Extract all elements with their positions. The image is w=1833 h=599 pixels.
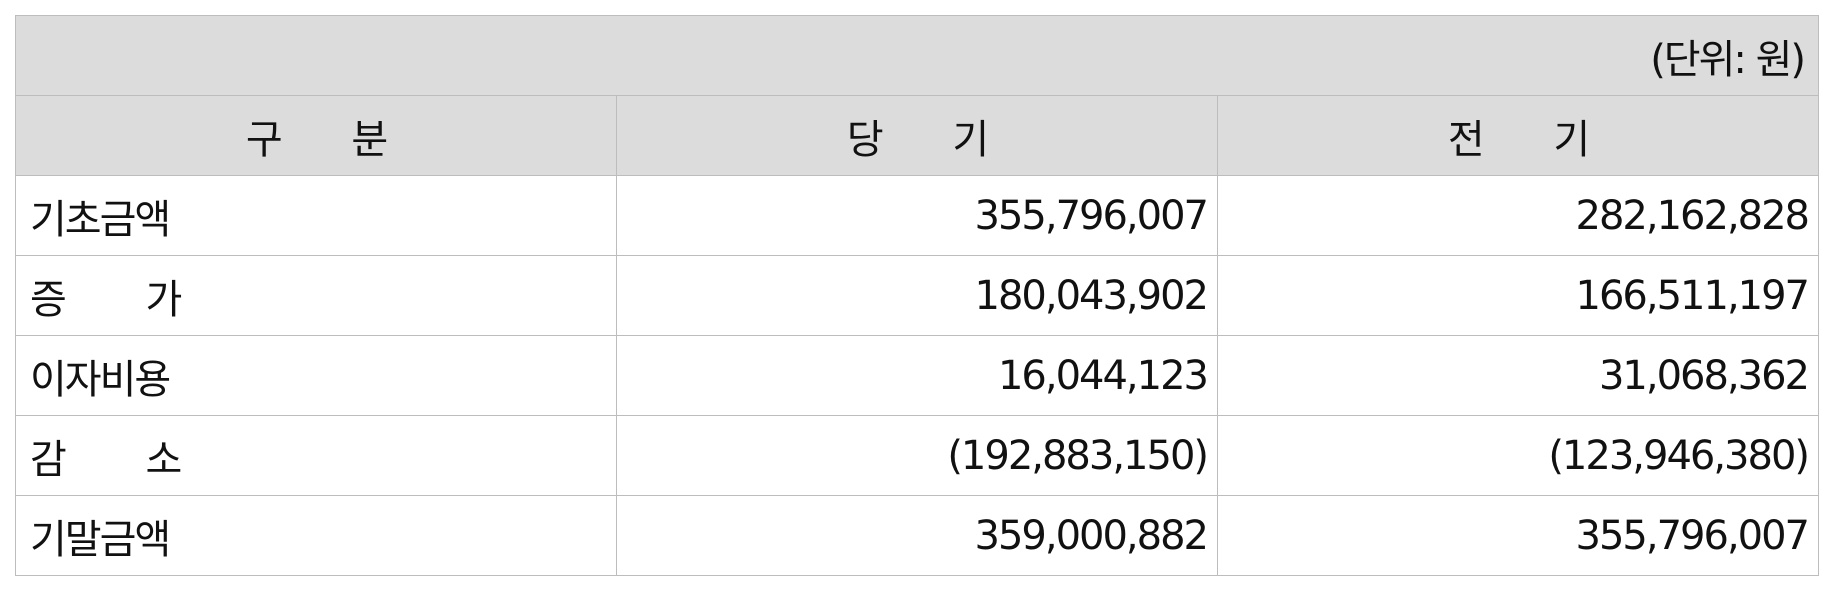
- table-row: 이자비용 16,044,123 31,068,362: [15, 335, 1820, 416]
- unit-row: (단위: 원): [14, 15, 1820, 96]
- row-label: 감 소: [15, 415, 617, 496]
- table-container: (단위: 원) 구 분 당 기 전 기 기초금액 355,796,007 282…: [14, 15, 1820, 576]
- prior-value: 31,068,362: [1216, 335, 1820, 416]
- header-row: 구 분 당 기 전 기: [15, 95, 1820, 176]
- current-value: 180,043,902: [616, 255, 1218, 336]
- row-label: 이자비용: [15, 335, 617, 416]
- row-label: 기초금액: [15, 175, 617, 256]
- prior-value: 282,162,828: [1216, 175, 1820, 256]
- header-current-period: 당 기: [616, 95, 1218, 176]
- prior-value: (123,946,380): [1216, 415, 1820, 496]
- row-label: 기말금액: [15, 495, 617, 576]
- table-row: 감 소 (192,883,150) (123,946,380): [15, 415, 1820, 496]
- current-value: 355,796,007: [616, 175, 1218, 256]
- header-category: 구 분: [15, 95, 617, 176]
- current-value: 359,000,882: [616, 495, 1218, 576]
- current-value: (192,883,150): [616, 415, 1218, 496]
- prior-value: 166,511,197: [1216, 255, 1820, 336]
- table-row: 기말금액 359,000,882 355,796,007: [15, 495, 1820, 576]
- table-row: 기초금액 355,796,007 282,162,828: [15, 175, 1820, 256]
- row-label: 증 가: [15, 255, 617, 336]
- current-value: 16,044,123: [616, 335, 1218, 416]
- prior-value: 355,796,007: [1216, 495, 1820, 576]
- table-row: 증 가 180,043,902 166,511,197: [15, 255, 1820, 336]
- provision-table: (단위: 원) 구 분 당 기 전 기 기초금액 355,796,007 282…: [14, 15, 1820, 576]
- unit-label: (단위: 원): [14, 15, 1820, 96]
- header-prior-period: 전 기: [1216, 95, 1820, 176]
